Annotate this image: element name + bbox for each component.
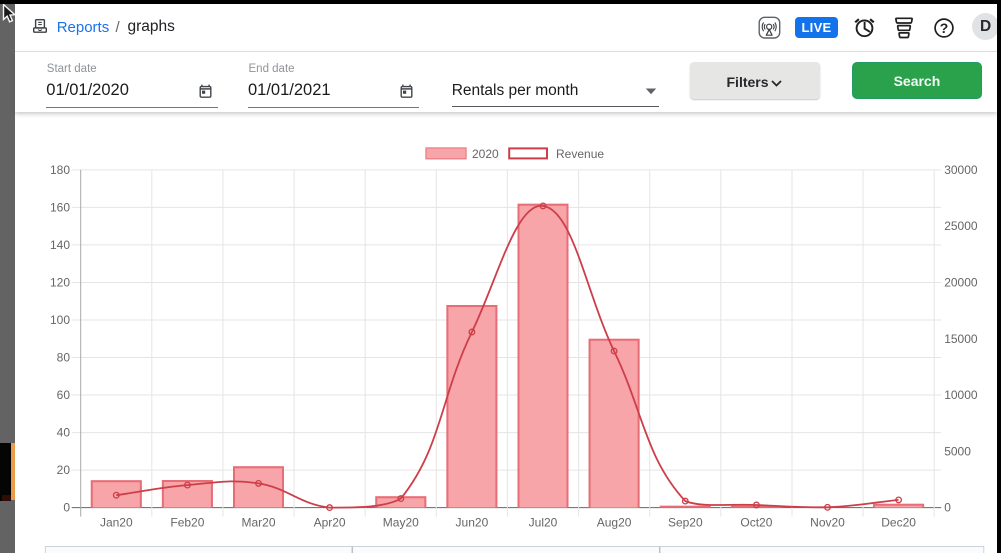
svg-text:Jan20: Jan20 <box>100 516 133 530</box>
svg-text:Revenue: Revenue <box>556 147 604 161</box>
svg-text:60: 60 <box>57 388 71 402</box>
svg-text:Apr20: Apr20 <box>314 516 346 530</box>
svg-text:Oct20: Oct20 <box>740 516 772 530</box>
svg-text:20: 20 <box>57 463 71 477</box>
svg-text:Dec20: Dec20 <box>881 516 916 530</box>
svg-text:160: 160 <box>50 200 70 214</box>
svg-text:25000: 25000 <box>944 219 978 233</box>
svg-text:100: 100 <box>50 313 70 327</box>
svg-text:?: ? <box>940 20 949 36</box>
svg-text:0: 0 <box>63 501 70 515</box>
svg-text:180: 180 <box>50 163 70 177</box>
svg-text:30000: 30000 <box>944 163 978 177</box>
svg-text:120: 120 <box>50 276 70 290</box>
svg-text:Mar20: Mar20 <box>241 516 275 530</box>
svg-text:80: 80 <box>57 351 71 365</box>
svg-text:20000: 20000 <box>944 276 978 290</box>
svg-text:2020: 2020 <box>472 147 499 161</box>
svg-text:5000: 5000 <box>944 444 971 458</box>
svg-text:Jul20: Jul20 <box>529 516 558 530</box>
svg-text:May20: May20 <box>383 516 419 530</box>
svg-text:Sep20: Sep20 <box>668 516 703 530</box>
svg-text:Aug20: Aug20 <box>597 516 632 530</box>
svg-text:15000: 15000 <box>944 332 978 346</box>
svg-text:0: 0 <box>944 501 951 515</box>
svg-text:10000: 10000 <box>944 388 978 402</box>
svg-text:40: 40 <box>57 426 71 440</box>
svg-text:Jun20: Jun20 <box>456 516 489 530</box>
svg-text:Nov20: Nov20 <box>810 516 845 530</box>
svg-text:Feb20: Feb20 <box>170 516 204 530</box>
svg-text:140: 140 <box>50 238 70 252</box>
